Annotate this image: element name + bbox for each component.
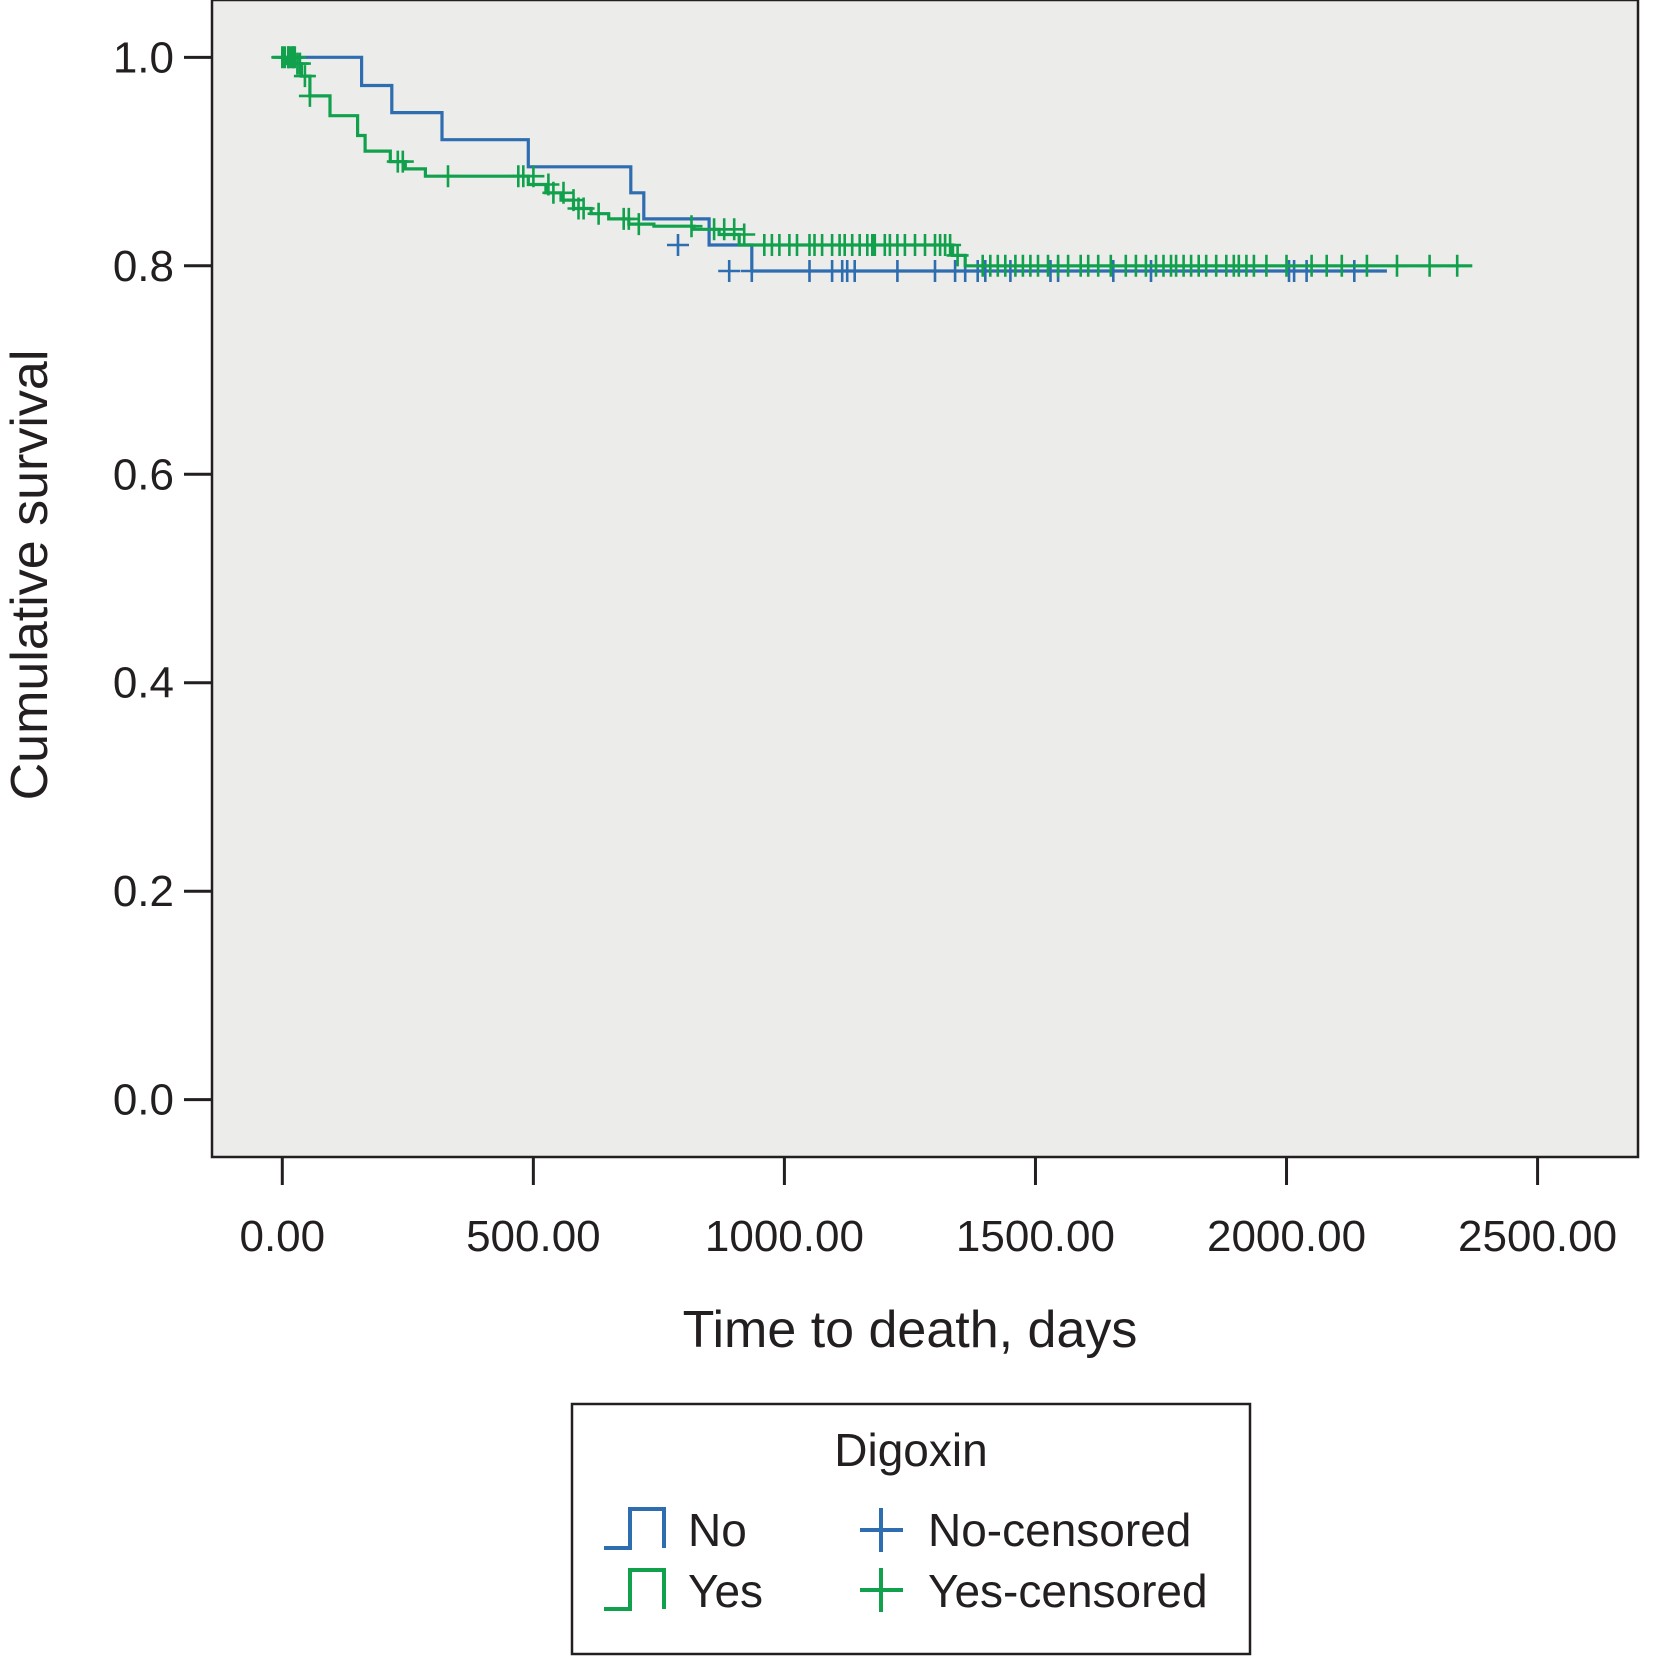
censor-mark-no [798, 260, 821, 282]
series-layer [271, 46, 1473, 282]
y-tick-label: 0.8 [113, 242, 174, 291]
censor-mark-yes [627, 213, 650, 236]
censor-mark-no [974, 260, 997, 282]
x-tick-label: 2000.00 [1207, 1212, 1366, 1261]
legend-yes-censored-plus-icon [860, 1568, 903, 1612]
censor-mark-yes [1275, 254, 1298, 277]
legend-title: Digoxin [834, 1424, 987, 1476]
x-axis: 0.00 500.00 1000.00 1500.00 2000.00 2500.00 [239, 1157, 1617, 1261]
censor-mark-yes [288, 52, 311, 75]
y-tick-label: 1.0 [113, 33, 174, 82]
censor-mark-yes [680, 215, 703, 238]
censor-mark-yes [293, 65, 316, 88]
censor-mark-yes [1446, 254, 1469, 277]
series-no [277, 46, 1387, 282]
censor-mark-yes [522, 165, 545, 188]
censor-mark-yes [298, 84, 321, 107]
x-tick-label: 2500.00 [1458, 1212, 1617, 1261]
censor-mark-yes [1255, 254, 1278, 277]
censor-mark-yes [391, 150, 414, 173]
censor-mark-no [1343, 260, 1366, 282]
censor-mark-yes [733, 223, 756, 246]
legend-yes-censored-label: Yes-censored [928, 1565, 1208, 1617]
legend: Digoxin No Yes No-censored Yes-censored [570, 1402, 1252, 1656]
censor-mark-yes [1355, 254, 1378, 277]
x-tick-label: 1000.00 [705, 1212, 864, 1261]
series-no-step-line [282, 55, 1387, 273]
legend-box [570, 1402, 1252, 1656]
x-tick-label: 0.00 [239, 1212, 325, 1261]
censor-mark-yes [437, 165, 459, 188]
y-tick-label: 0.6 [113, 450, 174, 499]
legend-yes-label: Yes [688, 1565, 763, 1617]
censor-mark-no [1140, 260, 1162, 282]
censor-mark-yes [723, 218, 746, 241]
y-tick-label: 0.4 [113, 659, 174, 708]
x-tick-label: 500.00 [466, 1212, 601, 1261]
plot-background [210, 0, 1640, 1159]
censor-mark-no [843, 260, 866, 282]
y-axis-title: Cumulative survival [1, 350, 59, 801]
censor-mark-no [1102, 260, 1125, 282]
censor-mark-yes [587, 202, 610, 225]
censor-mark-yes [1418, 254, 1441, 277]
censor-mark-yes [1386, 254, 1408, 277]
censor-mark-no [999, 260, 1022, 282]
censor-mark-yes [946, 244, 969, 267]
y-tick-label: 0.0 [113, 1076, 174, 1125]
censor-mark-yes [617, 207, 640, 230]
x-axis-title: Time to death, days [683, 1301, 1138, 1359]
x-tick-label: 1500.00 [956, 1212, 1115, 1261]
legend-no-censored-label: No-censored [928, 1504, 1191, 1556]
legend-no-censored-plus-icon [860, 1508, 903, 1552]
series-yes [271, 46, 1473, 277]
y-tick-label: 0.2 [113, 867, 174, 916]
censor-mark-yes [572, 197, 595, 220]
censor-mark-no [718, 260, 741, 282]
censor-mark-no [740, 260, 763, 282]
y-axis: 0.0 0.2 0.4 0.6 0.8 1.0 [113, 33, 212, 1125]
censor-mark-no [1295, 260, 1318, 282]
censor-mark-yes [1330, 254, 1353, 277]
censor-mark-no [886, 260, 909, 282]
legend-yes-step-icon [604, 1568, 666, 1611]
legend-no-step-icon [604, 1507, 666, 1550]
legend-no-label: No [688, 1504, 747, 1556]
censor-mark-no [667, 234, 689, 256]
censor-mark-no [924, 260, 946, 282]
